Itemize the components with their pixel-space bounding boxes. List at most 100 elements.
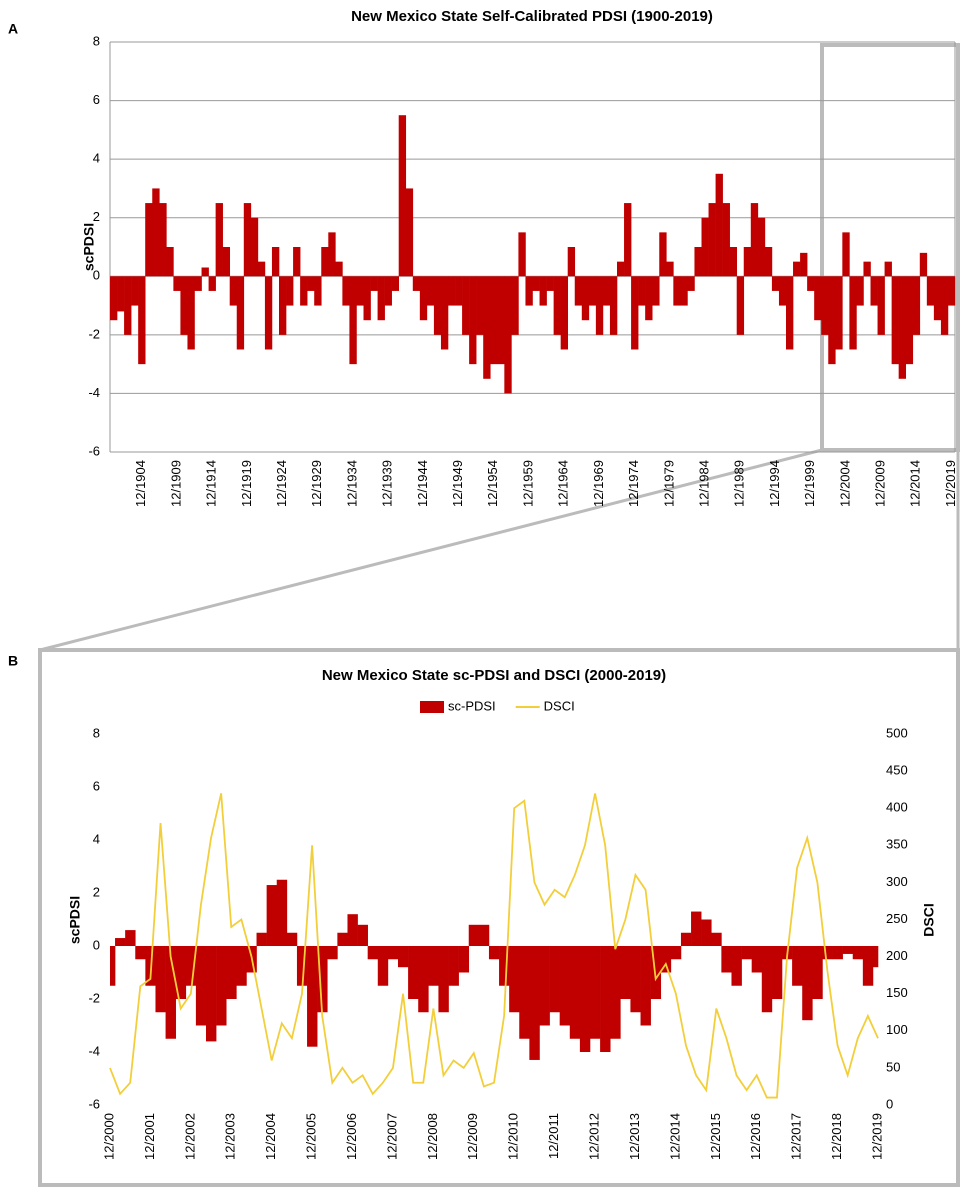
area-bar	[546, 276, 554, 291]
area-bar	[384, 276, 392, 306]
area-bar	[828, 276, 836, 365]
area-bar	[236, 946, 247, 986]
x-tick-label: 12/2004	[837, 460, 852, 507]
area-bar	[426, 276, 435, 306]
area-bar	[367, 946, 379, 960]
area-bar	[630, 946, 641, 1013]
x-tick-label: 12/1924	[274, 460, 289, 507]
area-bar	[532, 276, 540, 291]
area-bar	[110, 946, 116, 986]
area-bar	[863, 261, 871, 277]
area-bar	[206, 946, 217, 1042]
x-tick-label: 12/2002	[182, 1113, 197, 1160]
area-bar	[891, 276, 899, 365]
area-bar	[264, 276, 273, 350]
area-bar	[579, 946, 591, 1052]
area-bar	[680, 932, 692, 946]
area-bar	[849, 276, 857, 350]
area-bar	[877, 276, 885, 335]
zoom-box	[820, 43, 960, 452]
area-bar	[226, 946, 237, 999]
y-tick-label: -6	[88, 1096, 100, 1111]
y2-tick-label: 0	[886, 1096, 893, 1111]
area-bar	[276, 879, 288, 946]
y-tick-label: 8	[93, 33, 100, 48]
y-tick-label: -4	[88, 1043, 100, 1058]
y-axis-title: scPDSI	[81, 223, 97, 271]
area-bar	[152, 188, 160, 277]
area-bar	[645, 276, 653, 321]
area-bar	[638, 276, 646, 306]
y2-tick-label: 150	[886, 985, 908, 1000]
area-bar	[610, 946, 621, 1039]
area-bar	[173, 276, 181, 291]
area-bar	[215, 203, 223, 277]
area-bar	[159, 203, 167, 277]
area-bar	[743, 247, 752, 277]
area-bar	[549, 946, 560, 1013]
area-bar	[560, 276, 569, 350]
area-bar	[293, 247, 301, 277]
area-bar	[117, 276, 125, 312]
area-bar	[721, 946, 732, 973]
x-tick-label: 12/1929	[309, 460, 324, 507]
area-bar	[335, 261, 343, 277]
area-bar	[321, 247, 329, 277]
area-bar	[250, 217, 259, 277]
area-bar	[852, 946, 864, 960]
area-bar	[347, 914, 358, 946]
area-bar	[812, 946, 823, 999]
area-bar	[832, 946, 843, 960]
area-bar	[842, 946, 854, 954]
x-tick-label: 12/1909	[168, 460, 183, 507]
x-tick-label: 12/1934	[344, 460, 359, 507]
x-tick-label: 12/1994	[767, 460, 782, 507]
area-bar	[286, 932, 298, 946]
area-bar	[440, 276, 449, 350]
area-bar	[590, 946, 601, 1039]
area-bar	[229, 276, 238, 306]
x-tick-label: 12/1979	[661, 460, 676, 507]
legend-swatch	[420, 701, 444, 713]
area-bar	[125, 930, 136, 946]
area-bar	[912, 276, 921, 335]
area-bar	[701, 217, 709, 277]
area-bar	[307, 946, 318, 1047]
area-bar	[469, 276, 477, 365]
x-tick-label: 12/1944	[415, 460, 430, 507]
area-bar	[342, 276, 350, 306]
area-bar	[673, 276, 681, 306]
area-bar	[711, 932, 722, 946]
x-tick-label: 12/2014	[667, 1113, 682, 1160]
area-bar	[428, 946, 439, 986]
area-bar	[300, 276, 308, 306]
legend-label: DSCI	[544, 698, 575, 713]
area-bar	[175, 946, 187, 999]
x-tick-label: 12/2010	[506, 1113, 521, 1160]
area-bar	[731, 946, 742, 986]
area-bar	[286, 276, 294, 306]
area-bar	[497, 276, 505, 365]
area-bar	[194, 276, 202, 291]
area-bar	[387, 946, 399, 960]
x-tick-label: 12/2019	[869, 1113, 884, 1160]
area-bar	[138, 276, 146, 365]
y-tick-label: -4	[88, 385, 100, 400]
area-bar	[296, 946, 308, 986]
area-bar	[741, 946, 752, 960]
x-tick-label: 12/1974	[626, 460, 641, 507]
area-bar	[751, 946, 763, 973]
y2-tick-label: 250	[886, 911, 908, 926]
x-tick-label: 12/2009	[873, 460, 888, 507]
y2-axis-title: DSCI	[921, 903, 937, 936]
area-bar	[771, 276, 780, 291]
line-series	[109, 793, 879, 1099]
area-bar	[307, 276, 315, 291]
x-tick-label: 12/1939	[380, 460, 395, 507]
area-bar	[201, 267, 209, 277]
area-bar	[256, 932, 267, 946]
area-bar	[448, 276, 456, 306]
area-bar	[419, 276, 428, 321]
area-bar	[349, 276, 357, 365]
x-tick-label: 12/2006	[344, 1113, 359, 1160]
